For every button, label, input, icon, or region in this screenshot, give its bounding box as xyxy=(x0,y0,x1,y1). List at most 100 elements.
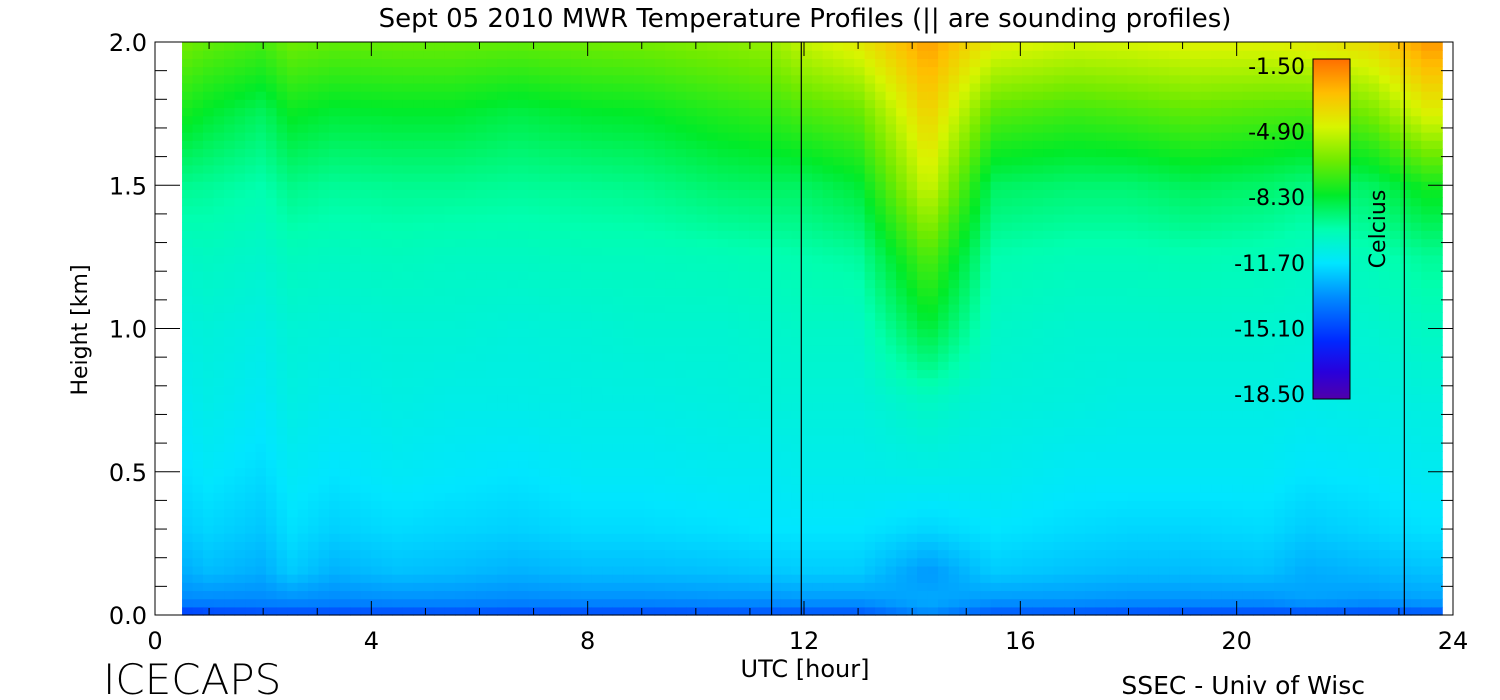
heatmap-cell xyxy=(780,393,792,403)
heatmap-cell xyxy=(455,475,467,485)
heatmap-cell xyxy=(255,557,267,567)
heatmap-cell xyxy=(560,524,572,534)
heatmap-cell xyxy=(182,369,194,379)
heatmap-cell xyxy=(896,123,908,133)
heatmap-cell xyxy=(906,459,918,469)
heatmap-cell xyxy=(749,320,761,330)
heatmap-cell xyxy=(549,393,561,403)
heatmap-cell xyxy=(539,99,551,109)
heatmap-cell xyxy=(182,42,194,51)
heatmap-cell xyxy=(339,467,351,477)
heatmap-cell xyxy=(402,549,414,559)
heatmap-cell xyxy=(906,377,918,387)
heatmap-cell xyxy=(749,500,761,510)
heatmap-cell xyxy=(738,402,750,411)
heatmap-cell xyxy=(402,557,414,567)
heatmap-cell xyxy=(833,156,845,166)
heatmap-cell xyxy=(266,205,278,215)
heatmap-cell xyxy=(339,492,351,501)
heatmap-cell xyxy=(623,516,635,526)
heatmap-cell xyxy=(245,140,257,150)
heatmap-cell xyxy=(528,107,540,117)
heatmap-cell xyxy=(339,574,351,583)
heatmap-cell xyxy=(780,598,792,608)
heatmap-cell xyxy=(749,74,761,84)
heatmap-cell xyxy=(192,328,204,338)
heatmap-cell xyxy=(896,369,908,379)
heatmap-cell xyxy=(717,377,729,387)
heatmap-cell xyxy=(276,205,288,215)
heatmap-cell xyxy=(749,287,761,297)
heatmap-cell xyxy=(591,66,603,76)
heatmap-cell xyxy=(266,590,278,600)
heatmap-cell xyxy=(770,385,782,395)
heatmap-cell xyxy=(413,598,425,608)
heatmap-cell xyxy=(560,434,572,444)
heatmap-cell xyxy=(276,426,288,436)
heatmap-cell xyxy=(203,58,215,68)
heatmap-cell xyxy=(780,606,792,616)
heatmap-cell xyxy=(581,336,593,346)
heatmap-cell xyxy=(224,492,236,501)
heatmap-cell xyxy=(896,115,908,125)
heatmap-cell xyxy=(644,254,656,264)
heatmap-cell xyxy=(633,434,645,444)
heatmap-cell xyxy=(707,443,719,452)
heatmap-cell xyxy=(560,336,572,346)
heatmap-cell xyxy=(654,279,666,289)
heatmap-cell xyxy=(434,263,446,272)
heatmap-cell xyxy=(581,328,593,338)
heatmap-cell xyxy=(339,279,351,289)
heatmap-cell xyxy=(318,82,330,92)
heatmap-cell xyxy=(843,50,855,59)
heatmap-cell xyxy=(675,418,687,428)
heatmap-cell xyxy=(875,246,887,256)
heatmap-cell xyxy=(770,426,782,436)
heatmap-cell xyxy=(339,377,351,387)
heatmap-cell xyxy=(203,246,215,256)
heatmap-cell xyxy=(780,172,792,182)
heatmap-cell xyxy=(329,443,341,452)
heatmap-cell xyxy=(780,303,792,313)
heatmap-cell xyxy=(318,492,330,501)
heatmap-cell xyxy=(749,451,761,461)
heatmap-cell xyxy=(686,590,698,600)
heatmap-cell xyxy=(192,574,204,583)
heatmap-cell xyxy=(696,123,708,133)
heatmap-cell xyxy=(675,557,687,567)
heatmap-cell xyxy=(665,516,677,526)
heatmap-cell xyxy=(203,74,215,84)
heatmap-cell xyxy=(570,287,582,297)
heatmap-cell xyxy=(927,500,939,510)
heatmap-cell xyxy=(875,222,887,231)
heatmap-cell xyxy=(539,123,551,133)
heatmap-cell xyxy=(759,42,771,51)
heatmap-cell xyxy=(308,230,320,240)
heatmap-cell xyxy=(465,467,477,477)
heatmap-cell xyxy=(759,320,771,330)
heatmap-cell xyxy=(864,508,876,518)
heatmap-cell xyxy=(528,271,540,280)
heatmap-cell xyxy=(885,500,897,510)
heatmap-cell xyxy=(738,132,750,141)
heatmap-cell xyxy=(297,467,309,477)
heatmap-cell xyxy=(759,459,771,469)
heatmap-cell xyxy=(560,361,572,371)
heatmap-cell xyxy=(528,213,540,223)
heatmap-cell xyxy=(549,500,561,510)
heatmap-cell xyxy=(591,361,603,371)
heatmap-cell xyxy=(833,475,845,485)
heatmap-cell xyxy=(896,353,908,362)
heatmap-cell xyxy=(927,574,939,583)
heatmap-cell xyxy=(507,344,519,354)
heatmap-cell xyxy=(833,197,845,207)
heatmap-cell xyxy=(885,443,897,452)
heatmap-cell xyxy=(717,582,729,592)
heatmap-cell xyxy=(518,222,530,231)
heatmap-cell xyxy=(528,475,540,485)
heatmap-cell xyxy=(885,565,897,575)
heatmap-cell xyxy=(245,230,257,240)
heatmap-cell xyxy=(759,590,771,600)
heatmap-cell xyxy=(780,565,792,575)
heatmap-cell xyxy=(549,492,561,501)
